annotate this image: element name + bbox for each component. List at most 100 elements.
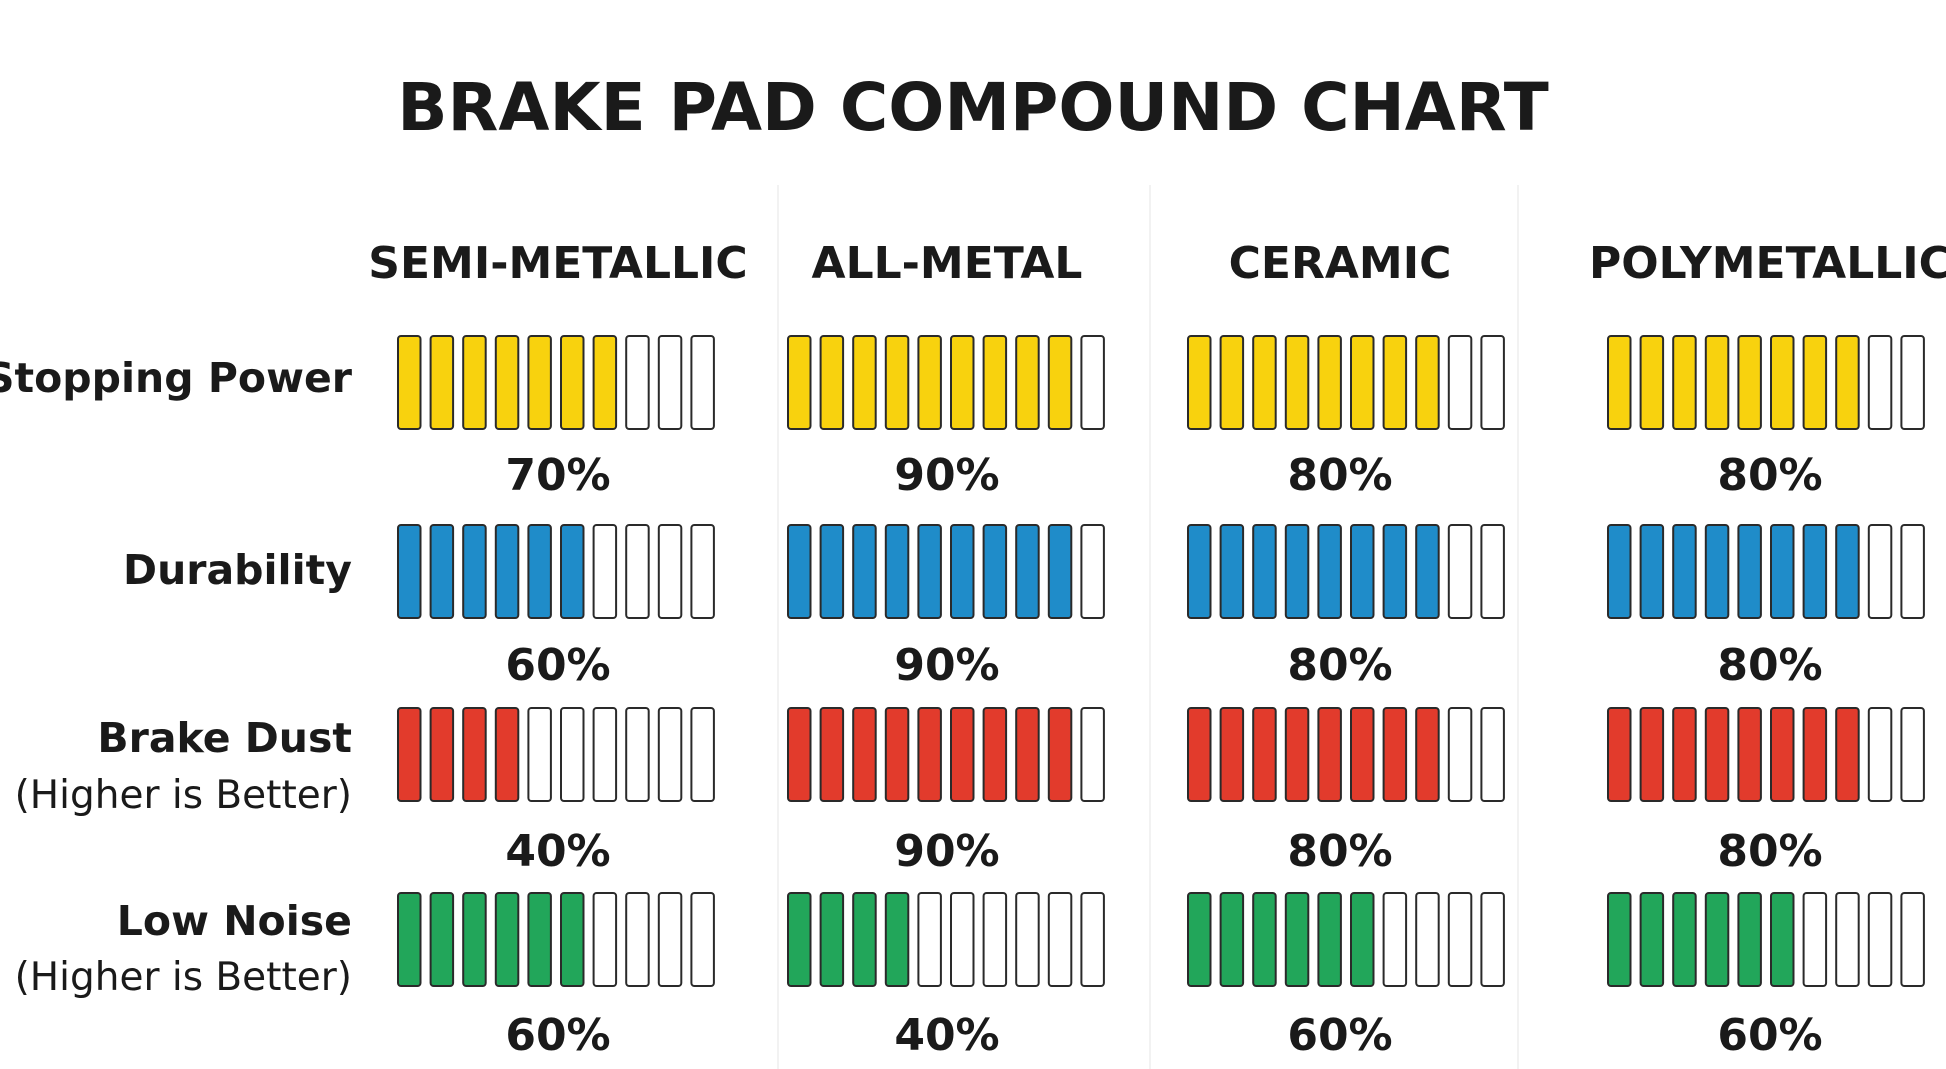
segment-filled bbox=[884, 892, 910, 987]
segment-empty bbox=[690, 335, 715, 430]
segment-filled bbox=[397, 892, 422, 987]
segment-filled bbox=[1704, 892, 1730, 987]
row-label-brake-dust: Brake Dust bbox=[97, 714, 352, 762]
segment-filled bbox=[1835, 707, 1860, 802]
segment-filled bbox=[1317, 335, 1342, 430]
segment-filled bbox=[1770, 892, 1795, 987]
segment-empty bbox=[1080, 892, 1105, 987]
segment-filled bbox=[982, 707, 1008, 802]
bar-brake-dust-semi-metallic bbox=[397, 707, 715, 802]
segment-filled bbox=[950, 524, 975, 619]
segment-filled bbox=[1047, 335, 1073, 430]
segment-empty bbox=[592, 892, 618, 987]
segment-filled bbox=[1317, 524, 1342, 619]
segment-filled bbox=[1187, 335, 1212, 430]
segment-filled bbox=[852, 707, 877, 802]
segment-filled bbox=[1382, 335, 1408, 430]
segment-filled bbox=[982, 335, 1008, 430]
segment-filled bbox=[950, 335, 975, 430]
row-label-stopping-power: Stopping Power bbox=[0, 354, 353, 402]
segment-filled bbox=[462, 335, 487, 430]
segment-filled bbox=[1382, 707, 1408, 802]
segment-filled bbox=[1284, 524, 1310, 619]
segment-filled bbox=[397, 524, 422, 619]
segment-filled bbox=[1015, 335, 1040, 430]
segment-filled bbox=[917, 524, 942, 619]
segment-empty bbox=[1080, 707, 1105, 802]
segment-filled bbox=[1802, 524, 1828, 619]
segment-empty bbox=[1867, 335, 1893, 430]
segment-filled bbox=[1802, 707, 1828, 802]
segment-filled bbox=[1672, 892, 1697, 987]
segment-filled bbox=[787, 892, 812, 987]
segment-empty bbox=[1447, 335, 1473, 430]
segment-empty bbox=[1900, 892, 1925, 987]
bar-durability-all-metal bbox=[787, 524, 1105, 619]
segment-filled bbox=[592, 335, 618, 430]
segment-empty bbox=[1480, 524, 1505, 619]
segment-filled bbox=[1639, 524, 1665, 619]
segment-filled bbox=[1252, 524, 1277, 619]
segment-filled bbox=[1284, 707, 1310, 802]
row-labels: Stopping Power Durability Brake Dust (Highe… bbox=[0, 354, 353, 1000]
segment-filled bbox=[494, 892, 520, 987]
segment-empty bbox=[1900, 335, 1925, 430]
segment-filled bbox=[494, 707, 520, 802]
row-label-durability: Durability bbox=[123, 546, 352, 594]
percent-label: 60% bbox=[1287, 1010, 1392, 1061]
segment-filled bbox=[1284, 335, 1310, 430]
segment-filled bbox=[1737, 335, 1762, 430]
segment-filled bbox=[527, 892, 552, 987]
segment-filled bbox=[917, 707, 942, 802]
bar-stopping-power-ceramic bbox=[1187, 335, 1505, 430]
segment-filled bbox=[1047, 707, 1073, 802]
segment-filled bbox=[1639, 892, 1665, 987]
segment-filled bbox=[1415, 335, 1440, 430]
segment-filled bbox=[1607, 335, 1632, 430]
segment-filled bbox=[819, 707, 845, 802]
segment-empty bbox=[592, 524, 618, 619]
column-header-semi-metallic: SEMI-METALLIC bbox=[368, 238, 747, 289]
segment-filled bbox=[819, 335, 845, 430]
column-dividers bbox=[777, 185, 1519, 1069]
segment-filled bbox=[1737, 892, 1762, 987]
segment-filled bbox=[787, 524, 812, 619]
bar-brake-dust-ceramic bbox=[1187, 707, 1505, 802]
segment-filled bbox=[1704, 335, 1730, 430]
segment-empty bbox=[1047, 892, 1073, 987]
segment-filled bbox=[429, 335, 455, 430]
segment-filled bbox=[884, 524, 910, 619]
segment-filled bbox=[462, 892, 487, 987]
segment-empty bbox=[657, 892, 683, 987]
segment-empty bbox=[1480, 892, 1505, 987]
segment-filled bbox=[1350, 892, 1375, 987]
segment-filled bbox=[1187, 707, 1212, 802]
segment-filled bbox=[1382, 524, 1408, 619]
segment-filled bbox=[1607, 892, 1632, 987]
segment-filled bbox=[982, 524, 1008, 619]
segment-filled bbox=[1770, 335, 1795, 430]
bar-low-noise-semi-metallic bbox=[397, 892, 715, 987]
bar-brake-dust-all-metal bbox=[787, 707, 1105, 802]
bar-stopping-power-all-metal bbox=[787, 335, 1105, 430]
segment-empty bbox=[625, 892, 650, 987]
segment-filled bbox=[494, 524, 520, 619]
segment-filled bbox=[1835, 335, 1860, 430]
bar-durability-polymetallic bbox=[1607, 524, 1925, 619]
segment-filled bbox=[852, 524, 877, 619]
segment-empty bbox=[1867, 707, 1893, 802]
segment-filled bbox=[1737, 707, 1762, 802]
segment-filled bbox=[1835, 524, 1860, 619]
segment-filled bbox=[1252, 335, 1277, 430]
row-sublabel: (Higher is Better) bbox=[15, 773, 352, 818]
column-header-ceramic: CERAMIC bbox=[1229, 238, 1452, 289]
segment-filled bbox=[917, 335, 942, 430]
segment-filled bbox=[527, 335, 552, 430]
segment-filled bbox=[884, 335, 910, 430]
segment-empty bbox=[1867, 892, 1893, 987]
segment-filled bbox=[1737, 524, 1762, 619]
segment-filled bbox=[462, 524, 487, 619]
segment-filled bbox=[1219, 707, 1245, 802]
segment-empty bbox=[1835, 892, 1860, 987]
segment-filled bbox=[1317, 892, 1342, 987]
